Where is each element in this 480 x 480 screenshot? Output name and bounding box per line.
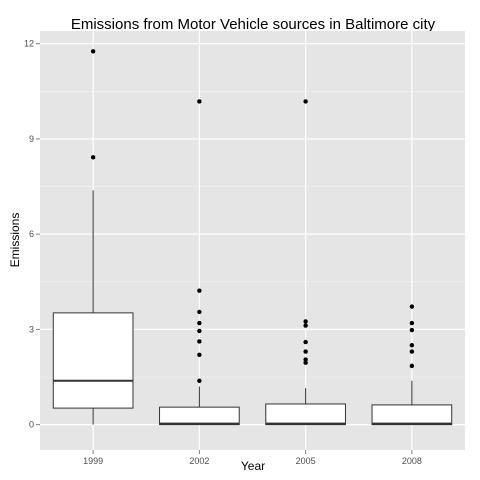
y-tick-label: 6 — [29, 229, 34, 239]
box-1999 — [52, 49, 134, 425]
outlier-point — [303, 323, 308, 328]
outlier-point — [197, 352, 202, 357]
outlier-point — [303, 339, 308, 345]
box-body — [371, 404, 453, 426]
outlier-point — [303, 99, 308, 104]
outlier-point — [197, 99, 202, 104]
y-tick-label: 12 — [24, 39, 34, 49]
y-axis: 0 3 6 9 12 — [24, 39, 40, 430]
outlier-point — [409, 320, 415, 326]
box-2002 — [159, 99, 240, 426]
outlier-point — [197, 339, 202, 344]
outlier-point — [90, 155, 96, 160]
x-axis: 1999 2002 2005 2008 — [83, 450, 422, 466]
y-tick-label: 0 — [29, 420, 34, 430]
outlier-point — [303, 319, 308, 324]
outlier-point — [303, 360, 308, 365]
outlier-point — [197, 309, 202, 315]
y-tick-label: 3 — [29, 324, 34, 334]
outlier-point — [409, 363, 415, 369]
outlier-point — [197, 320, 202, 326]
outlier-point — [197, 328, 202, 334]
x-axis-title: Year — [241, 459, 265, 473]
x-tick-label: 2002 — [189, 456, 209, 466]
y-axis-title: Emissions — [8, 213, 22, 268]
box-2005 — [265, 99, 346, 426]
outlier-point — [409, 304, 415, 309]
box-2008 — [371, 304, 453, 426]
box-body — [159, 406, 240, 426]
outlier-point — [197, 378, 202, 384]
outlier-point — [197, 288, 202, 293]
outlier-point — [409, 349, 415, 354]
chart-title: Emissions from Motor Vehicle sources in … — [71, 16, 436, 33]
box-body — [52, 312, 134, 409]
x-tick-label: 2008 — [402, 456, 422, 466]
y-tick-label: 9 — [29, 134, 34, 144]
outlier-point — [90, 49, 96, 54]
box-group — [52, 49, 453, 426]
outlier-point — [409, 327, 415, 333]
x-tick-label: 2005 — [296, 456, 316, 466]
outlier-point — [409, 343, 415, 348]
x-tick-label: 1999 — [83, 456, 103, 466]
box-body — [265, 403, 346, 426]
outlier-point — [303, 349, 308, 354]
outlier-point — [303, 357, 308, 362]
